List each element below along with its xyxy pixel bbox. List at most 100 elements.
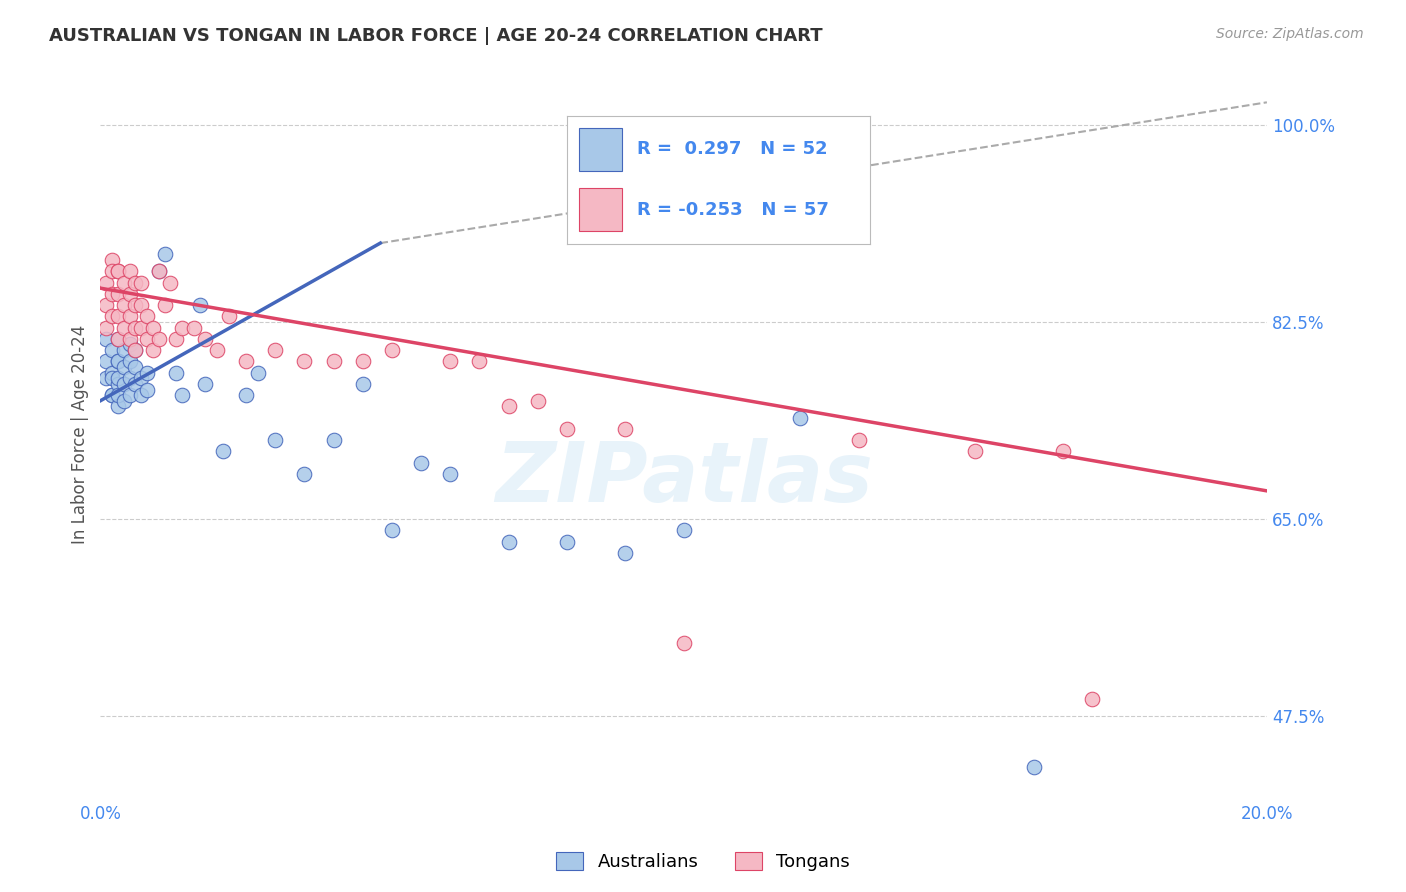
Point <box>439 354 461 368</box>
Point <box>112 320 135 334</box>
Point <box>107 286 129 301</box>
Point <box>381 524 404 538</box>
Point <box>101 343 124 357</box>
Point <box>170 320 193 334</box>
Point <box>124 320 146 334</box>
Point <box>411 456 433 470</box>
Point <box>614 546 637 560</box>
Point <box>235 388 257 402</box>
Point <box>264 343 287 357</box>
Point <box>789 410 811 425</box>
Point <box>148 264 170 278</box>
Point <box>118 332 141 346</box>
Point <box>112 376 135 391</box>
Point <box>118 354 141 368</box>
Point <box>124 376 146 391</box>
Point <box>107 388 129 402</box>
Point <box>1052 444 1074 458</box>
Point <box>322 354 344 368</box>
Point <box>129 388 152 402</box>
Point <box>124 298 146 312</box>
Point <box>205 343 228 357</box>
Point <box>381 343 404 357</box>
Point <box>352 354 374 368</box>
Point <box>124 343 146 357</box>
Point <box>555 422 578 436</box>
Point <box>129 276 152 290</box>
Point <box>136 383 159 397</box>
Point <box>96 320 118 334</box>
Point <box>96 371 118 385</box>
Point <box>112 359 135 374</box>
Point <box>264 433 287 447</box>
Point <box>165 366 187 380</box>
Point <box>129 371 152 385</box>
Point <box>107 376 129 391</box>
Point <box>153 298 176 312</box>
Point <box>107 400 129 414</box>
Point <box>107 310 129 324</box>
Point <box>555 534 578 549</box>
Point <box>1022 760 1045 774</box>
Point <box>322 433 344 447</box>
Point <box>142 343 165 357</box>
Point <box>129 298 152 312</box>
Point <box>101 366 124 380</box>
Point <box>211 444 233 458</box>
Point <box>136 366 159 380</box>
Point <box>101 252 124 267</box>
Point <box>124 276 146 290</box>
Point <box>101 310 124 324</box>
Point <box>124 359 146 374</box>
Point <box>194 332 217 346</box>
Point <box>527 393 550 408</box>
Point <box>118 371 141 385</box>
Point <box>124 343 146 357</box>
Point <box>129 320 152 334</box>
Point <box>118 388 141 402</box>
Point <box>148 332 170 346</box>
Point <box>107 332 129 346</box>
Point <box>188 298 211 312</box>
Point <box>107 264 129 278</box>
Point <box>165 332 187 346</box>
Point <box>498 534 520 549</box>
Point <box>468 354 491 368</box>
Point <box>96 298 118 312</box>
Point <box>965 444 987 458</box>
Y-axis label: In Labor Force | Age 20-24: In Labor Force | Age 20-24 <box>72 325 89 544</box>
Point <box>96 276 118 290</box>
Point <box>235 354 257 368</box>
Point <box>112 298 135 312</box>
Point <box>148 264 170 278</box>
Point <box>96 332 118 346</box>
Text: AUSTRALIAN VS TONGAN IN LABOR FORCE | AGE 20-24 CORRELATION CHART: AUSTRALIAN VS TONGAN IN LABOR FORCE | AG… <box>49 27 823 45</box>
Point <box>118 264 141 278</box>
Point <box>107 354 129 368</box>
Point <box>107 371 129 385</box>
Point <box>142 320 165 334</box>
Point <box>118 337 141 351</box>
Point <box>194 376 217 391</box>
Point <box>153 247 176 261</box>
Point <box>183 320 205 334</box>
Point <box>672 636 695 650</box>
Point <box>112 276 135 290</box>
Legend: Australians, Tongans: Australians, Tongans <box>548 845 858 879</box>
Point <box>107 354 129 368</box>
Point <box>112 343 135 357</box>
Point <box>159 276 181 290</box>
Point <box>118 286 141 301</box>
Point <box>439 467 461 481</box>
Point <box>101 388 124 402</box>
Point <box>107 264 129 278</box>
Point <box>136 310 159 324</box>
Point <box>1081 692 1104 706</box>
Point <box>294 354 316 368</box>
Text: ZIPatlas: ZIPatlas <box>495 438 873 519</box>
Point <box>136 332 159 346</box>
Point <box>101 388 124 402</box>
Text: Source: ZipAtlas.com: Source: ZipAtlas.com <box>1216 27 1364 41</box>
Point <box>118 310 141 324</box>
Point <box>170 388 193 402</box>
